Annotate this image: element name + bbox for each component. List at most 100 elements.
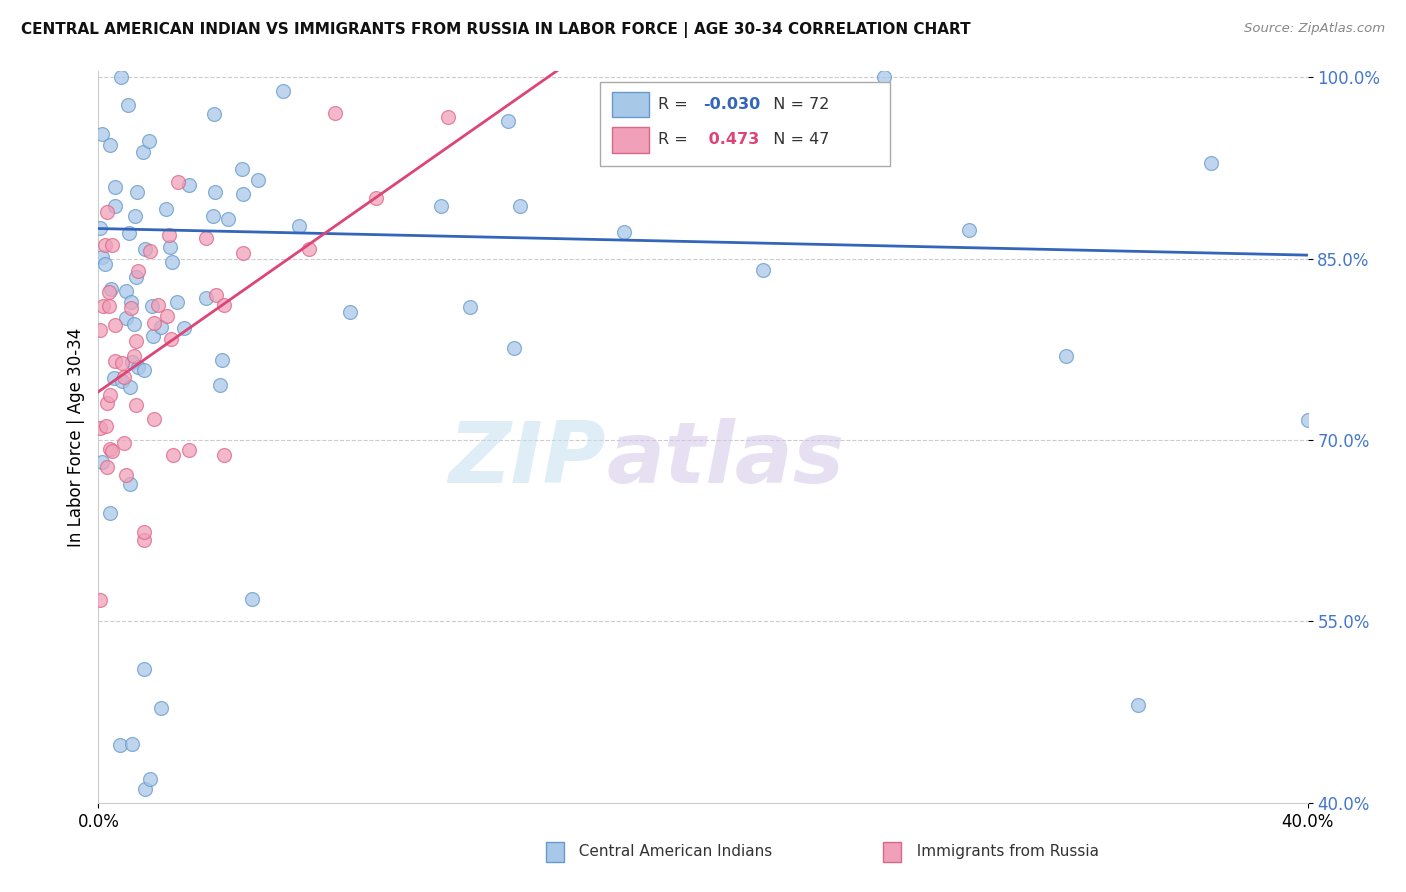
Point (125, 270, 148, 285)
Point (159, 240, 181, 254)
Point (104, 318, 127, 332)
Point (127, 264, 149, 278)
Point (100, 238, 122, 252)
Text: R =: R = (658, 132, 693, 147)
Point (139, 772, 162, 787)
Point (1128, 698, 1150, 713)
Point (231, 162, 253, 177)
Text: Immigrants from Russia: Immigrants from Russia (907, 845, 1099, 859)
Point (201, 209, 224, 223)
Point (121, 355, 143, 369)
Point (134, 782, 156, 797)
Point (957, 222, 980, 236)
Point (91, 250, 114, 264)
Point (104, 354, 127, 368)
Point (160, 332, 183, 346)
Point (96, 396, 118, 410)
Point (232, 187, 254, 202)
Point (430, 198, 453, 212)
Point (155, 202, 177, 216)
Point (125, 185, 148, 199)
Text: Central American Indians: Central American Indians (569, 845, 773, 859)
Text: ZIP: ZIP (449, 417, 606, 500)
Point (325, 106, 347, 120)
Point (1296, 413, 1319, 427)
Point (96, 204, 118, 219)
Point (115, 284, 138, 298)
Point (242, 592, 264, 607)
Point (247, 172, 270, 186)
Point (114, 310, 136, 325)
Point (98, 285, 121, 299)
Point (124, 209, 146, 223)
Point (162, 448, 184, 462)
Point (177, 178, 200, 193)
Point (132, 363, 155, 377)
Point (127, 359, 149, 374)
Point (194, 231, 217, 245)
Point (90, 455, 112, 469)
Text: 0.473: 0.473 (703, 132, 759, 147)
Point (94, 238, 117, 252)
Point (503, 341, 526, 355)
Point (177, 443, 200, 458)
Point (138, 134, 160, 148)
Y-axis label: In Labor Force | Age 30-34: In Labor Force | Age 30-34 (66, 327, 84, 547)
Point (498, 114, 520, 128)
Point (288, 219, 311, 233)
Point (160, 255, 183, 269)
Point (139, 244, 162, 258)
Point (873, 70, 896, 85)
Point (91, 299, 114, 313)
Point (132, 533, 155, 547)
Point (366, 191, 388, 205)
Text: N = 72: N = 72 (763, 96, 830, 112)
Point (167, 175, 190, 189)
Text: atlas: atlas (606, 417, 845, 500)
Point (100, 444, 122, 458)
Point (94, 257, 117, 271)
Point (89, 420, 111, 434)
Point (212, 298, 235, 312)
Point (339, 305, 361, 319)
Point (110, 70, 132, 85)
Point (112, 435, 135, 450)
Point (141, 299, 163, 313)
Point (173, 321, 195, 335)
Point (212, 448, 235, 462)
Point (89, 593, 111, 607)
Point (271, 84, 294, 98)
Point (122, 317, 145, 331)
Point (1199, 156, 1222, 170)
Point (143, 317, 166, 331)
Point (509, 199, 531, 213)
FancyBboxPatch shape (613, 92, 648, 118)
Point (121, 737, 143, 751)
Point (103, 371, 125, 385)
Point (134, 524, 156, 539)
Point (211, 352, 233, 367)
Point (142, 328, 165, 343)
Point (100, 282, 122, 296)
Point (156, 309, 179, 323)
Point (194, 291, 217, 305)
Point (132, 662, 155, 676)
Point (97, 299, 120, 313)
Point (204, 107, 226, 121)
Point (146, 298, 169, 312)
Point (134, 242, 156, 256)
Text: R =: R = (658, 96, 693, 112)
Point (96, 459, 118, 474)
Point (110, 738, 132, 752)
Point (94, 418, 117, 433)
Point (157, 228, 180, 243)
FancyBboxPatch shape (600, 82, 890, 167)
Point (1054, 349, 1077, 363)
Point (112, 369, 135, 384)
Point (125, 334, 148, 348)
Point (91, 127, 114, 141)
Point (110, 374, 132, 388)
Point (143, 412, 166, 426)
Text: Source: ZipAtlas.com: Source: ZipAtlas.com (1244, 22, 1385, 36)
Point (752, 263, 775, 277)
